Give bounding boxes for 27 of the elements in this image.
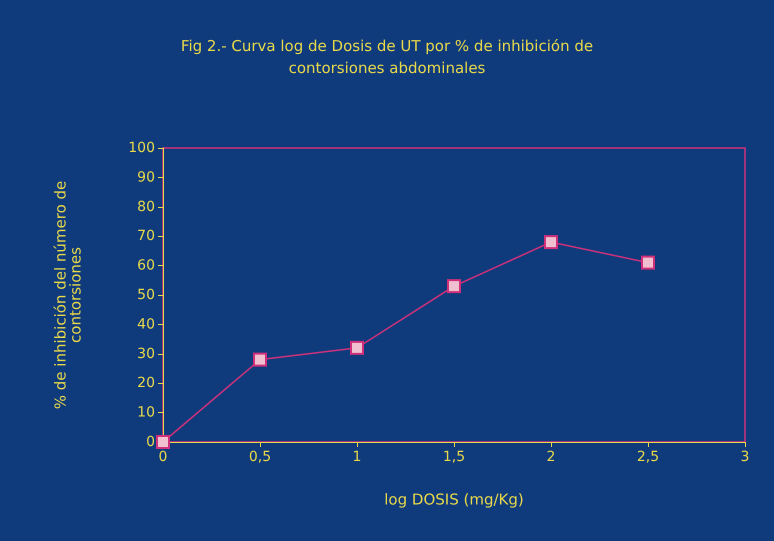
y-axis-title: % de inhibición del número de contorsiones [52,180,84,410]
x-tick-label: 1 [352,449,362,465]
y-tick-label: 30 [137,346,155,362]
y-tick-label: 80 [137,198,155,215]
point [641,256,655,270]
point [544,235,558,250]
point [156,435,170,449]
x-tick-label: 2,5 [636,449,660,465]
chart-title: Fig 2.- Curva log de Dosis de UT por % de inhibición de contorsiones abdominales [180,37,594,77]
point [253,352,267,367]
y-tick-label: 60 [137,258,155,274]
y-tick-label: 90 [137,169,155,186]
y-tick-label: 70 [137,228,155,244]
x-tick-label: 2 [546,449,556,465]
x-tick-label: 1,5 [442,449,466,465]
y-tick-label: 50 [137,287,155,303]
y-tick-label: 40 [137,316,155,332]
y-tick-label: 20 [137,375,155,392]
x-tick-label: 3 [740,449,750,465]
y-tick-label: 0 [146,434,155,450]
x-tick-label: 0,5 [248,449,272,465]
y-tick-label: 10 [137,404,155,421]
x-tick-label: 0 [158,449,168,465]
point [447,279,461,294]
point [350,340,364,355]
y-tick-label: 100 [128,140,155,156]
x-axis-title: log DOSIS (mg/Kg) [384,490,524,508]
